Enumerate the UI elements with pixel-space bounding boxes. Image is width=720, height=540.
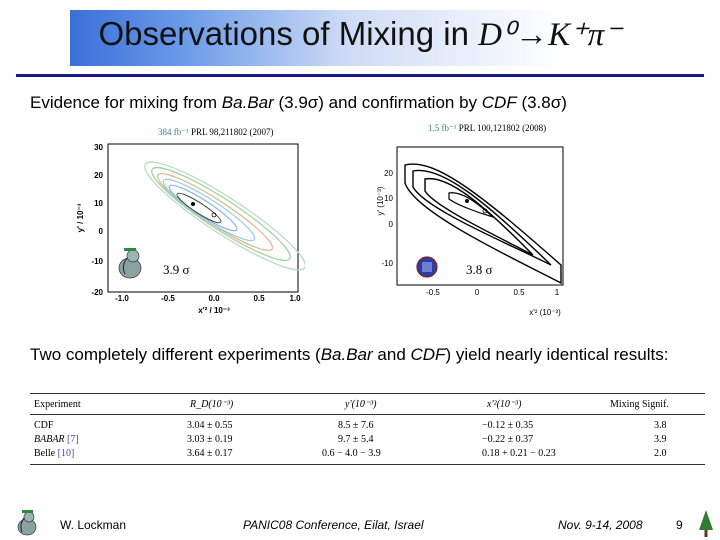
cdf-ylabel: y' (10⁻³) (376, 186, 385, 215)
babar-contour-6sigma (144, 161, 305, 271)
cdf-logo (416, 256, 438, 278)
babar-xtick: 0.0 (208, 294, 220, 303)
babar-best-fit-point (191, 202, 195, 206)
footer-page-number: 9 (676, 518, 683, 532)
cdf-contour-core (448, 192, 494, 218)
babar-contour-plot: 30 20 10 0 -10 -20 -1.0 -0.5 0.0 0.5 1.0… (76, 143, 305, 315)
footer-date: Nov. 9-14, 2008 (558, 518, 643, 532)
cdf-best-fit-point (465, 199, 469, 203)
babar-xtick: -1.0 (115, 294, 129, 303)
footer-conference: PANIC08 Conference, Eilat, Israel (243, 518, 424, 532)
cdf-ytick: 20 (384, 169, 393, 178)
cdf-xlabel: x'² (10⁻³) (529, 308, 561, 317)
table-top-rule (30, 393, 705, 394)
cdf-xtick: -0.5 (426, 288, 440, 297)
babar-xtick: 0.5 (253, 294, 265, 303)
title-bar-background (70, 10, 690, 66)
babar-no-mixing-point (211, 212, 217, 218)
babar-contour-1sigma (176, 192, 222, 224)
babar-xlabel: x'² / 10⁻³ (198, 306, 230, 315)
babar-ytick: -10 (91, 257, 103, 266)
babar-ytick: -20 (91, 288, 103, 297)
header-x2: x'²(10⁻³) (487, 399, 522, 410)
babar-axis-labels: 30 20 10 0 -10 -20 -1.0 -0.5 0.0 0.5 1.0… (76, 143, 301, 315)
cdf-reference: 1.5 fb⁻¹ PRL 100,121802 (2008) (428, 123, 547, 133)
babar-xtick: -0.5 (161, 294, 175, 303)
cdf-ytick: 0 (389, 220, 394, 229)
babar-ytick: 0 (99, 227, 104, 236)
babar-reference: 384 fb⁻¹ PRL 98,211802 (2007) (158, 127, 274, 137)
table-header-rule (30, 414, 705, 415)
cdf-contours (404, 163, 562, 285)
babar-ytick: 30 (94, 143, 103, 152)
evidence-text: Evidence for mixing from Ba.Bar (3.9σ) a… (30, 93, 567, 112)
results-table: Experiment R_D(10⁻³) y'(10⁻³) x'²(10⁻³) … (30, 385, 705, 467)
babar-xtick: 1.0 (289, 294, 301, 303)
comparison-text: Two completely different experiments (Ba… (30, 345, 669, 364)
babar-contour-3sigma (162, 178, 256, 242)
babar-contour-5sigma (151, 167, 291, 261)
babar-contours (144, 161, 305, 271)
cdf-contour-inner (424, 177, 534, 256)
cdf-contour-plot: 20 10 0 -10 -0.5 0 0.5 1 x'² (10⁻³) y' (… (376, 146, 564, 317)
title-formula: D⁰→K⁺π⁻ (478, 17, 622, 53)
cdf-xtick: 1 (555, 288, 560, 297)
cdf-xtick: 0 (475, 288, 480, 297)
slide-title: Observations of Mixing in D⁰→K⁺π⁻ (98, 15, 622, 53)
footer-author: W. Lockman (60, 518, 127, 532)
title-divider (16, 74, 704, 77)
footer-elephant-logo (17, 510, 37, 536)
babar-ytick: 10 (94, 199, 103, 208)
cdf-contour-middle (412, 169, 552, 266)
babar-ylabel: y' / 10⁻³ (76, 203, 85, 232)
babar-ytick: 20 (94, 171, 103, 180)
cdf-no-mixing-point (482, 208, 488, 214)
cdf-significance: 3.8 σ (466, 262, 493, 277)
cdf-contour-outer (404, 163, 562, 285)
babar-elephant-logo (118, 248, 142, 279)
cdf-ytick: -10 (381, 259, 393, 268)
cdf-ytick: 10 (384, 194, 393, 203)
header-rd: R_D(10⁻³) (190, 399, 234, 410)
babar-significance: 3.9 σ (163, 262, 190, 277)
table-bottom-rule (30, 464, 705, 465)
header-significance: Mixing Signif. (610, 399, 669, 410)
cdf-axis-labels: 20 10 0 -10 -0.5 0 0.5 1 x'² (10⁻³) y' (… (376, 169, 561, 317)
cdf-xtick: 0.5 (513, 288, 525, 297)
header-y: y'(10⁻³) (345, 399, 377, 410)
footer-tree-icon (699, 510, 713, 537)
header-experiment: Experiment (34, 399, 81, 410)
